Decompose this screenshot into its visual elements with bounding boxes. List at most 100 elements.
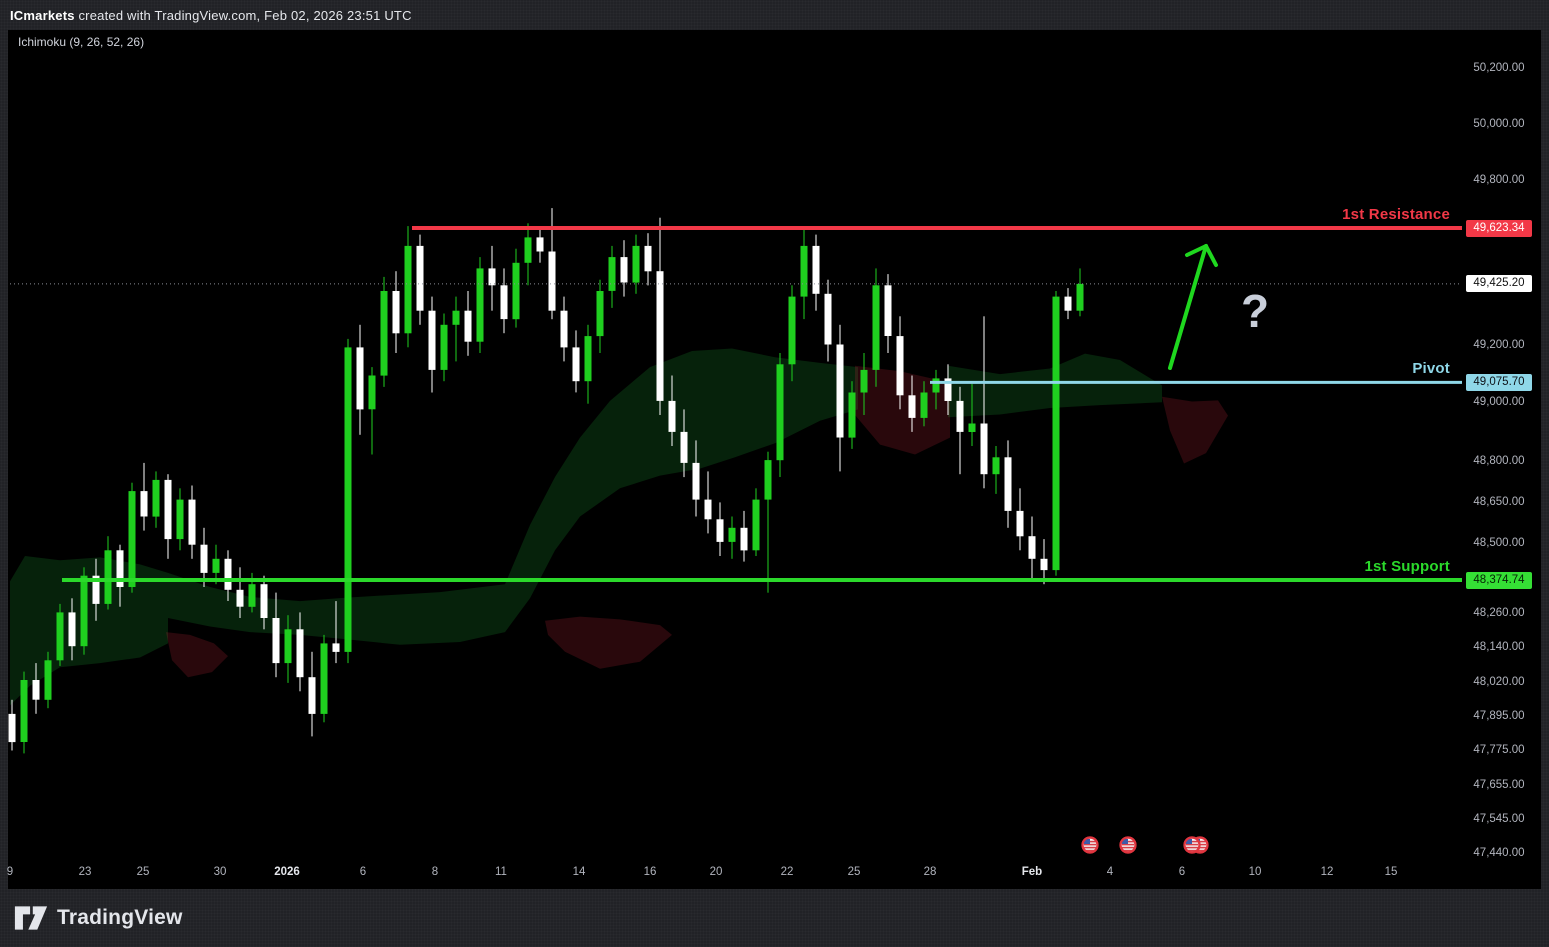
candle-up xyxy=(596,279,604,353)
candle-up xyxy=(608,245,616,308)
candle-up xyxy=(404,226,412,348)
candle-down xyxy=(488,245,496,311)
candle-down xyxy=(500,268,508,334)
candle-down xyxy=(1004,440,1012,528)
candle-up xyxy=(128,482,136,593)
time-axis-label: 23 xyxy=(78,866,92,878)
time-axis-label: 20 xyxy=(709,866,723,878)
candle-down xyxy=(1040,539,1048,585)
indicator-label: Ichimoku (9, 26, 52, 26) xyxy=(18,35,145,49)
time-axis-label: 11 xyxy=(495,866,507,878)
candle-up xyxy=(752,488,760,556)
price-axis-label: 48,500.00 xyxy=(1473,537,1525,549)
tradingview-wordmark[interactable]: TradingView xyxy=(57,906,183,929)
time-axis-label: 25 xyxy=(136,866,150,878)
time-axis-label: 16 xyxy=(643,866,657,878)
candle-down xyxy=(884,274,892,353)
current-price-price-badge: 49,425.20 xyxy=(1466,275,1532,293)
candle-up xyxy=(524,223,532,286)
candle-up xyxy=(176,488,184,551)
attribution-text: ICmarkets created with TradingView.com, … xyxy=(10,8,412,23)
time-axis-label: 6 xyxy=(1178,866,1186,878)
price-axis-label: 48,260.00 xyxy=(1473,607,1525,619)
candle-up xyxy=(440,313,448,382)
us-economic-event-flag-icon[interactable] xyxy=(1081,836,1099,854)
price-axis-label: 47,440.00 xyxy=(1473,847,1525,859)
price-axis-label: 48,140.00 xyxy=(1473,641,1525,653)
price-axis-label: 49,000.00 xyxy=(1473,396,1525,408)
candle-down xyxy=(1016,488,1024,551)
footer-bar: TradingView xyxy=(0,889,1549,947)
time-axis-label: 22 xyxy=(780,866,794,878)
candle-down xyxy=(296,612,304,692)
candle-up xyxy=(56,603,64,666)
attribution-bar: ICmarkets created with TradingView.com, … xyxy=(0,0,1549,30)
candle-down xyxy=(8,699,16,751)
candle-down xyxy=(236,567,244,618)
candle-down xyxy=(164,474,172,559)
candle-down xyxy=(944,364,952,415)
candle-down xyxy=(1028,516,1036,579)
candle-down xyxy=(356,324,364,435)
candle-up xyxy=(584,324,592,404)
candle-up xyxy=(248,572,256,613)
price-axis-label: 50,000.00 xyxy=(1473,118,1525,130)
candle-down xyxy=(308,651,316,737)
candle-down xyxy=(140,462,148,531)
support-label[interactable]: 1st Support xyxy=(1364,558,1450,576)
candle-down xyxy=(740,510,748,562)
candle-down xyxy=(416,234,424,325)
candle-down xyxy=(560,296,568,362)
time-axis-label: 2026 xyxy=(274,866,300,878)
candle-up xyxy=(632,234,640,294)
tradingview-logo-icon[interactable] xyxy=(14,905,48,931)
pivot-label[interactable]: Pivot xyxy=(1412,360,1450,378)
candle-up xyxy=(320,634,328,723)
candle-up xyxy=(728,516,736,559)
candle-down xyxy=(428,296,436,393)
ichimoku-cloud-red xyxy=(166,632,228,678)
candle-up xyxy=(872,268,880,387)
candle-down xyxy=(620,240,628,297)
candle-up xyxy=(284,615,292,683)
candle-up xyxy=(848,381,856,449)
time-axis-label: 8 xyxy=(431,866,439,878)
candle-down xyxy=(836,324,844,472)
us-economic-event-flag-icon[interactable] xyxy=(1119,836,1137,854)
up-arrow-annotation[interactable] xyxy=(1168,244,1218,370)
time-axis-label: 9 xyxy=(6,866,14,878)
candle-down xyxy=(980,316,988,489)
candle-down xyxy=(548,208,556,320)
ichimoku-cloud-red xyxy=(1162,396,1228,464)
candle-up xyxy=(452,296,460,362)
candle-up xyxy=(380,276,388,387)
attribution-brand: ICmarkets xyxy=(10,7,75,23)
price-axis-label: 48,800.00 xyxy=(1473,455,1525,467)
candle-down xyxy=(272,592,280,678)
pivot-price-badge: 49,075.70 xyxy=(1466,373,1532,391)
candle-down xyxy=(116,544,124,607)
candle-up xyxy=(920,381,928,427)
chart-panel[interactable]: Ichimoku (9, 26, 52, 26) ? 1st Resistanc… xyxy=(7,30,1541,889)
candle-down xyxy=(32,663,40,714)
ichimoku-cloud-green xyxy=(168,348,858,645)
support-price-badge: 48,374.74 xyxy=(1466,571,1532,589)
chart-overlay: Ichimoku (9, 26, 52, 26) ? 1st Resistanc… xyxy=(7,30,1541,889)
candle-down xyxy=(716,502,724,556)
candle-up xyxy=(776,353,784,477)
time-axis-label: 25 xyxy=(847,866,861,878)
candle-up xyxy=(1052,291,1060,576)
price-axis-label: 47,545.00 xyxy=(1473,813,1525,825)
ichimoku-cloud-red xyxy=(545,616,672,669)
resistance-label[interactable]: 1st Resistance xyxy=(1342,206,1450,223)
candle-down xyxy=(824,279,832,362)
chart-canvas[interactable] xyxy=(8,30,1541,889)
time-axis-label: 14 xyxy=(572,866,586,878)
time-axis-label: Feb xyxy=(1021,866,1043,878)
us-economic-event-flag-icon[interactable] xyxy=(1183,836,1209,854)
candle-down xyxy=(812,234,820,311)
question-mark-annotation[interactable]: ? xyxy=(1241,285,1270,337)
candle-up xyxy=(212,544,220,585)
attribution-rest: created with TradingView.com, Feb 02, 20… xyxy=(74,7,412,23)
candle-up xyxy=(368,367,376,455)
